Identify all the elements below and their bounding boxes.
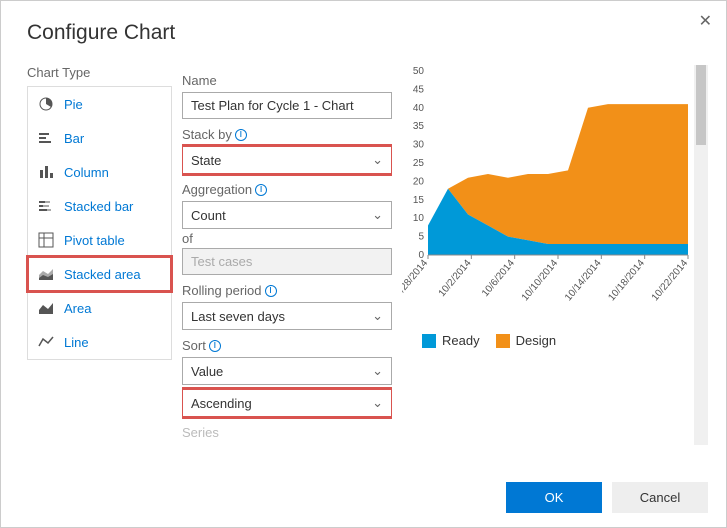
chart-type-stacked-area[interactable]: Stacked area xyxy=(28,257,171,291)
chevron-down-icon: ⌄ xyxy=(372,395,383,411)
of-field: Test cases xyxy=(182,248,392,275)
info-icon[interactable]: i xyxy=(235,129,247,141)
stackby-label: Stack by i xyxy=(182,127,392,142)
name-label: Name xyxy=(182,73,392,88)
chart-type-label: Chart Type xyxy=(27,65,172,80)
area-icon xyxy=(38,300,54,316)
info-icon[interactable]: i xyxy=(209,340,221,352)
svg-text:35: 35 xyxy=(413,121,425,132)
svg-text:20: 20 xyxy=(413,176,425,187)
svg-text:40: 40 xyxy=(413,103,425,114)
aggregation-select[interactable]: Count ⌄ xyxy=(182,201,392,229)
svg-text:30: 30 xyxy=(413,140,425,151)
svg-text:50: 50 xyxy=(413,66,425,77)
line-icon xyxy=(38,334,54,350)
chart-type-stacked-bar[interactable]: Stacked bar xyxy=(28,189,171,223)
pie-icon xyxy=(38,96,54,112)
scrollbar-thumb[interactable] xyxy=(696,65,706,145)
chevron-down-icon: ⌄ xyxy=(372,207,383,223)
close-icon[interactable]: ✕ xyxy=(699,11,712,31)
scrollbar[interactable] xyxy=(694,65,708,445)
chart-type-list: PieBarColumnStacked barPivot tableStacke… xyxy=(27,86,172,360)
sort-field-select[interactable]: Value ⌄ xyxy=(182,357,392,385)
info-icon[interactable]: i xyxy=(265,285,277,297)
chart-legend: Ready Design xyxy=(402,333,708,348)
svg-text:10/6/2014: 10/6/2014 xyxy=(480,258,517,299)
chart-type-area[interactable]: Area xyxy=(28,291,171,325)
name-input[interactable] xyxy=(182,92,392,119)
series-label: Series xyxy=(182,425,392,440)
svg-text:10: 10 xyxy=(413,213,425,224)
ok-button[interactable]: OK xyxy=(506,482,602,513)
sort-direction-select[interactable]: Ascending ⌄ xyxy=(182,389,392,417)
svg-text:10/22/2014: 10/22/2014 xyxy=(650,258,691,304)
svg-text:25: 25 xyxy=(413,158,425,169)
chart-preview: 051015202530354045509/28/201410/2/201410… xyxy=(402,65,708,325)
svg-text:5: 5 xyxy=(418,232,424,243)
chevron-down-icon: ⌄ xyxy=(372,152,383,168)
info-icon[interactable]: i xyxy=(255,184,267,196)
rolling-label: Rolling period i xyxy=(182,283,392,298)
svg-text:10/18/2014: 10/18/2014 xyxy=(606,258,647,304)
svg-text:10/2/2014: 10/2/2014 xyxy=(437,258,474,299)
chart-type-column[interactable]: Column xyxy=(28,155,171,189)
svg-text:10/14/2014: 10/14/2014 xyxy=(563,258,604,304)
chart-type-pivot-table[interactable]: Pivot table xyxy=(28,223,171,257)
aggregation-label: Aggregation i xyxy=(182,182,392,197)
chart-type-line[interactable]: Line xyxy=(28,325,171,359)
stackby-select[interactable]: State ⌄ xyxy=(182,146,392,174)
svg-text:9/28/2014: 9/28/2014 xyxy=(402,258,431,299)
legend-item: Design xyxy=(496,333,556,348)
svg-text:15: 15 xyxy=(413,195,425,206)
chart-type-bar[interactable]: Bar xyxy=(28,121,171,155)
rolling-select[interactable]: Last seven days ⌄ xyxy=(182,302,392,330)
sort-label: Sort i xyxy=(182,338,392,353)
column-icon xyxy=(38,164,54,180)
pivot-table-icon xyxy=(38,232,54,248)
stacked-area-icon xyxy=(38,266,54,282)
stacked-bar-icon xyxy=(38,198,54,214)
dialog-title: Configure Chart xyxy=(1,1,726,45)
svg-text:45: 45 xyxy=(413,84,425,95)
cancel-button[interactable]: Cancel xyxy=(612,482,708,513)
legend-item: Ready xyxy=(422,333,480,348)
bar-icon xyxy=(38,130,54,146)
of-label: of xyxy=(182,229,392,248)
chart-type-pie[interactable]: Pie xyxy=(28,87,171,121)
svg-text:10/10/2014: 10/10/2014 xyxy=(520,258,561,304)
chevron-down-icon: ⌄ xyxy=(372,363,383,379)
chevron-down-icon: ⌄ xyxy=(372,308,383,324)
